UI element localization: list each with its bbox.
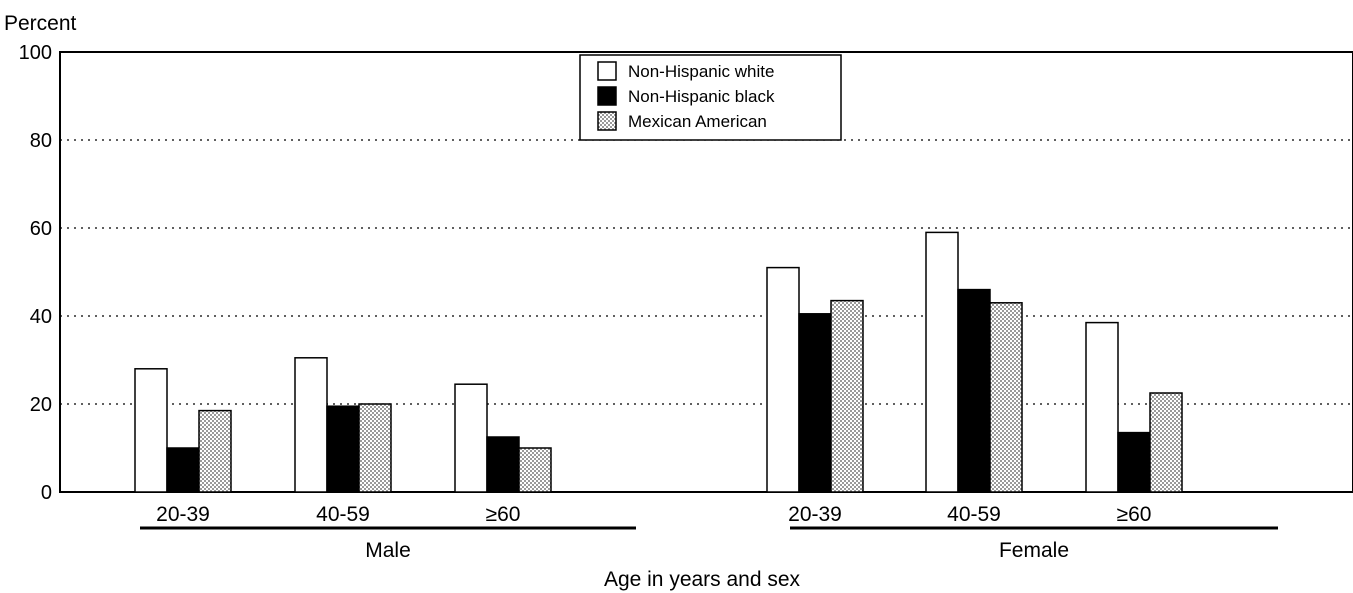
bars [134, 231, 1183, 493]
legend-swatch [597, 86, 617, 106]
plot-frame [59, 51, 1353, 493]
bar-non-hispanic-white [925, 231, 959, 493]
bar-non-hispanic-black [326, 405, 360, 493]
bar-non-hispanic-black [1117, 431, 1151, 493]
bar-non-hispanic-white [766, 266, 800, 493]
bar-mexican-american [830, 299, 864, 493]
bar-non-hispanic-black [166, 447, 200, 493]
legend-swatch [597, 61, 617, 81]
y-tick-label: 80 [30, 130, 52, 152]
y-tick-label: 40 [30, 306, 52, 328]
legend-swatch [597, 111, 617, 131]
bar-non-hispanic-black [957, 288, 991, 493]
group-labels: Male Female [140, 526, 1278, 562]
legend-label: Non-Hispanic black [628, 87, 775, 106]
category-labels: 20-39 40-59 ≥60 20-39 40-59 ≥60 [156, 503, 1151, 526]
gridlines [60, 139, 1353, 405]
legend: Non-Hispanic white Non-Hispanic black Mexi… [579, 54, 842, 141]
category-label: 20-39 [788, 503, 842, 526]
bar-mexican-american [518, 447, 552, 493]
bar-mexican-american [1149, 392, 1183, 493]
category-label: 40-59 [316, 503, 370, 526]
y-tick-label: 0 [41, 482, 52, 504]
category-label: 40-59 [947, 503, 1001, 526]
bar-non-hispanic-white [454, 383, 488, 493]
bar-mexican-american [358, 403, 392, 493]
bar-non-hispanic-white [1085, 321, 1119, 493]
category-label: ≥60 [1117, 503, 1152, 526]
bar-mexican-american [989, 302, 1023, 493]
y-tick-label: 100 [19, 42, 52, 64]
category-label: 20-39 [156, 503, 210, 526]
bar-non-hispanic-black [798, 313, 832, 493]
group-label: Male [365, 539, 411, 562]
y-axis-title: Percent [4, 12, 77, 35]
bar-non-hispanic-white [134, 368, 168, 493]
legend-label: Non-Hispanic white [628, 62, 774, 81]
y-tick-label: 20 [30, 394, 52, 416]
legend-label: Mexican American [628, 112, 767, 131]
x-axis-title: Age in years and sex [604, 568, 801, 591]
bar-mexican-american [198, 409, 232, 493]
category-label: ≥60 [486, 503, 521, 526]
group-label: Female [999, 539, 1069, 562]
legend-box [579, 54, 842, 141]
y-tick-label: 60 [30, 218, 52, 240]
bar-non-hispanic-white [294, 357, 328, 493]
y-tick-labels: 0 20 40 60 80 100 [19, 42, 52, 504]
bar-non-hispanic-black [486, 436, 520, 493]
